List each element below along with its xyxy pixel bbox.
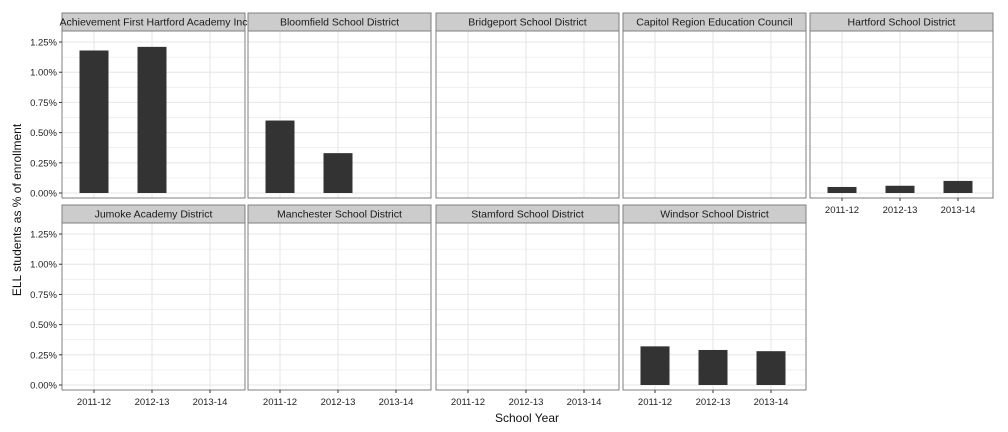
x-tick-label: 2013-14	[193, 397, 228, 408]
y-tick-label: 0.25%	[30, 158, 57, 169]
facet-panel: Stamford School District 2011-12 2012-13 20…	[435, 204, 620, 408]
y-tick-label: 0.75%	[30, 98, 57, 109]
x-tick-label: 2012-13	[321, 397, 356, 408]
y-tick-label: 1.25%	[30, 230, 57, 241]
bar	[827, 186, 857, 193]
panel-border	[61, 30, 246, 199]
bar	[323, 153, 353, 193]
bar	[79, 50, 109, 193]
panel-background	[436, 223, 619, 390]
x-tick-label: 2013-14	[379, 397, 414, 408]
y-tick-label: 1.00%	[30, 68, 57, 79]
facet-panel: Bloomfield School District	[247, 12, 432, 199]
x-tick-label: 2013-14	[941, 205, 976, 216]
y-tick-label: 0.75%	[30, 290, 57, 301]
panel-border	[435, 222, 620, 391]
facet-panels: Achievement First Hartford Academy Inc 0.…	[30, 12, 994, 408]
y-tick-label: 0.00%	[30, 381, 57, 392]
panel-border	[435, 30, 620, 199]
facet-panel: Achievement First Hartford Academy Inc 0.…	[30, 12, 248, 200]
facet-panel: Jumoke Academy District 0.00% 0.25% 0.50% 0.…	[30, 204, 246, 408]
x-tick-label: 2013-14	[567, 397, 602, 408]
x-axis-title: School Year	[495, 411, 559, 425]
panel-border	[622, 222, 807, 391]
bar	[265, 120, 295, 193]
panel-border	[809, 30, 994, 199]
x-tick-label: 2012-13	[509, 397, 544, 408]
facet-title: Windsor School District	[660, 209, 769, 221]
y-tick-label: 1.00%	[30, 260, 57, 271]
x-tick-label: 2011-12	[638, 397, 672, 408]
facet-title: Hartford School District	[848, 17, 956, 29]
panel-border	[247, 30, 432, 199]
panel-border	[247, 222, 432, 391]
facet-panel: Windsor School District 2011-12 2012-13 201…	[622, 204, 807, 408]
panel-background	[810, 31, 993, 198]
facet-title: Capitol Region Education Council	[636, 17, 792, 29]
panel-border	[61, 222, 246, 391]
facet-panel: Bridgeport School District	[435, 12, 620, 199]
panel-background	[248, 223, 431, 390]
facet-title: Stamford School District	[471, 209, 584, 221]
bar	[698, 349, 728, 385]
bar	[640, 346, 670, 385]
y-tick-label: 0.50%	[30, 128, 57, 139]
x-tick-label: 2011-12	[263, 397, 297, 408]
y-tick-label: 0.50%	[30, 320, 57, 331]
bar	[137, 46, 167, 193]
bar	[943, 180, 973, 193]
x-tick-label: 2011-12	[825, 205, 859, 216]
facet-title: Bridgeport School District	[468, 17, 587, 29]
x-tick-label: 2012-13	[883, 205, 918, 216]
y-tick-label: 1.25%	[30, 38, 57, 49]
y-tick-label: 0.25%	[30, 350, 57, 361]
x-tick-label: 2012-13	[135, 397, 170, 408]
bar	[756, 351, 786, 385]
y-axis-title: ELL students as % of enrollment	[10, 123, 24, 296]
facet-title: Jumoke Academy District	[95, 209, 213, 221]
facet-title: Manchester School District	[277, 209, 402, 221]
facet-title: Bloomfield School District	[280, 17, 399, 29]
facet-panel: Capitol Region Education Council	[622, 12, 807, 199]
panel-background	[436, 31, 619, 198]
facet-title: Achievement First Hartford Academy Inc	[60, 17, 248, 29]
facet-panel: Hartford School District 2011-12 2012-13 20…	[809, 12, 994, 216]
x-tick-label: 2013-14	[754, 397, 789, 408]
facet-panel: Manchester School District 2011-12 2012-13…	[247, 204, 432, 408]
x-tick-label: 2012-13	[696, 397, 731, 408]
panel-background	[62, 223, 245, 390]
panel-background	[623, 31, 806, 198]
panel-border	[622, 30, 807, 199]
bar	[885, 185, 915, 193]
y-tick-label: 0.00%	[30, 189, 57, 200]
x-tick-label: 2011-12	[77, 397, 111, 408]
x-tick-label: 2011-12	[451, 397, 485, 408]
